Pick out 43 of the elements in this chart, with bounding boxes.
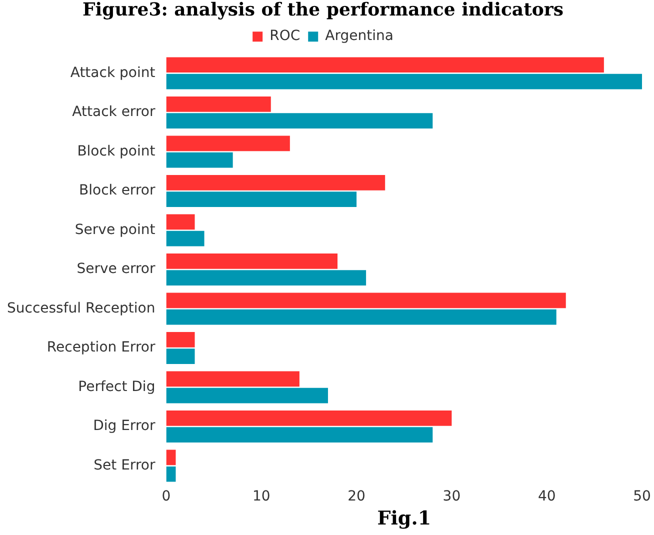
x-tick-label: 0	[162, 488, 171, 504]
y-tick-label: Serve point	[74, 222, 156, 238]
bar	[166, 388, 328, 404]
y-tick-label: Set Error	[94, 457, 156, 474]
x-tick-label: 50	[633, 488, 651, 504]
x-tick-label: 10	[252, 488, 270, 504]
y-tick-label: Reception Error	[46, 340, 156, 356]
bar	[166, 371, 300, 387]
bar	[166, 136, 290, 152]
bar	[166, 427, 433, 443]
legend-label: ROC	[270, 28, 300, 44]
x-axis-title: Fig.1	[377, 508, 432, 530]
y-tick-label: Attack point	[70, 64, 156, 81]
bar	[166, 214, 195, 230]
x-tick-label: 40	[538, 488, 556, 504]
y-tick-label: Block point	[77, 143, 156, 160]
legend-label: Argentina	[325, 28, 394, 44]
bar	[166, 348, 195, 364]
y-tick-label: Serve error	[76, 261, 156, 278]
bar	[166, 450, 176, 466]
bar	[166, 270, 366, 286]
y-tick-label: Attack error	[72, 104, 156, 120]
bar	[166, 57, 604, 73]
bar	[166, 174, 386, 190]
y-tick-label: Perfect Dig	[78, 378, 156, 395]
bar	[166, 74, 642, 90]
bar	[166, 309, 556, 325]
bar	[166, 152, 233, 168]
x-tick-label: 30	[442, 488, 461, 504]
bar	[166, 466, 176, 482]
bar	[166, 410, 452, 426]
bar	[166, 332, 195, 348]
bar	[166, 192, 357, 208]
x-tick-label: 20	[348, 488, 366, 504]
bar	[166, 253, 338, 269]
chart-title: Figure3: analysis of the performance indicators	[82, 0, 564, 20]
bar	[166, 96, 271, 112]
bar	[166, 113, 433, 128]
y-tick-label: Dig Error	[93, 418, 156, 434]
bar	[166, 292, 566, 308]
y-tick-label: Block error	[79, 182, 156, 199]
y-tick-label: Successful Reception	[6, 300, 156, 316]
bar	[166, 230, 204, 246]
